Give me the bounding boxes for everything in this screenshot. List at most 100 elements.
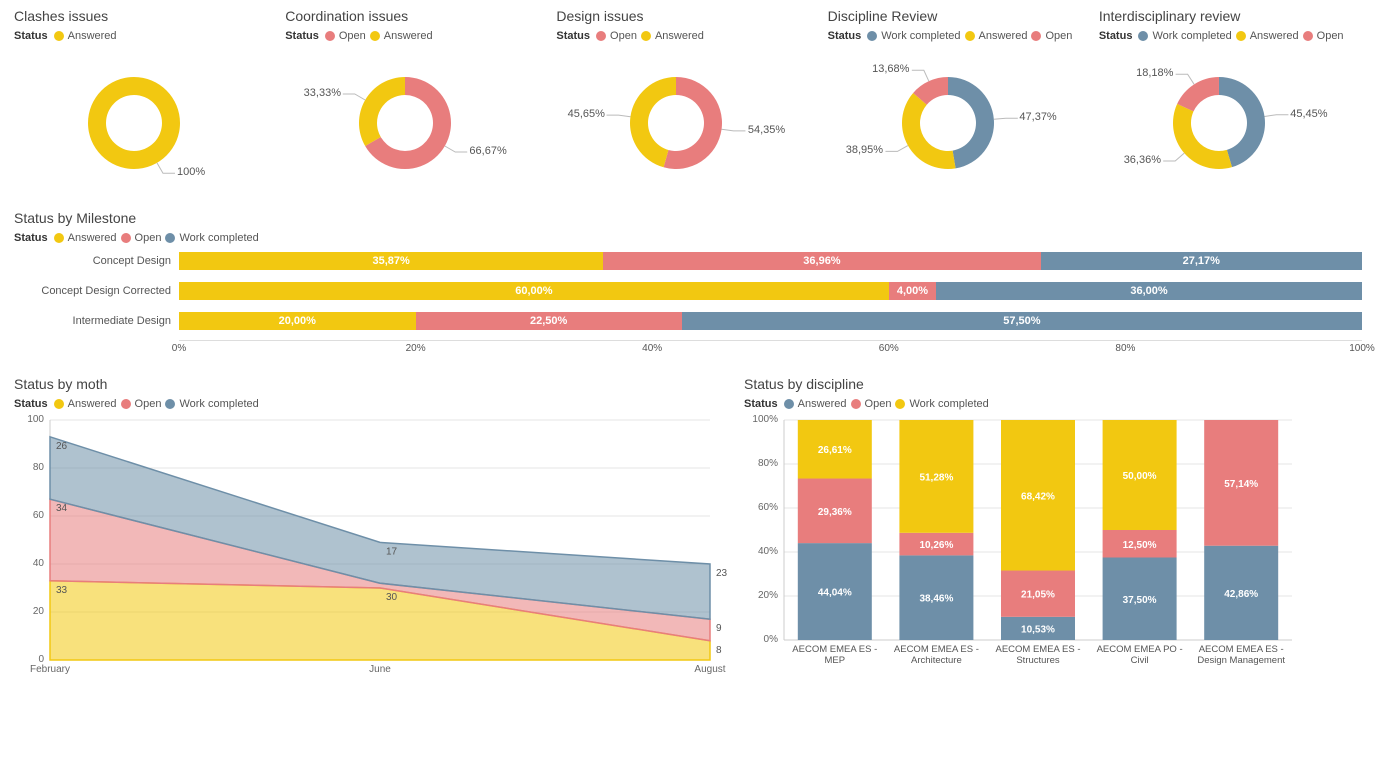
column-category: AECOM EMEA PO - Civil [1095,644,1185,667]
legend-label: Answered [798,398,847,410]
milestone-segment: 57,50% [682,312,1362,330]
donut-title: Clashes issues [14,8,277,24]
legend-swatch [121,399,131,409]
column-category: AECOM EMEA ES - Design Management [1196,644,1286,667]
x-tick: August [694,664,725,675]
y-tick: 80 [14,462,44,473]
y-tick: 40% [744,546,778,557]
milestone-bar: 60,00%4,00%36,00% [179,282,1362,300]
svg-text:9: 9 [716,623,722,634]
legend-swatch [165,399,175,409]
bottom-row: Status by moth StatusAnsweredOpenWork co… [14,376,1362,686]
legend-swatch [1236,31,1246,41]
donut-legend: StatusWork completedAnsweredOpen [1099,30,1362,42]
legend-label: Open [135,398,162,410]
donut-chart: Discipline ReviewStatusWork completedAns… [828,8,1091,198]
donut-svg-wrap: 54,35% 45,65% [556,48,796,198]
y-tick: 100 [14,414,44,425]
milestone-segment: 22,50% [416,312,682,330]
legend-label: Answered [384,30,433,42]
donut-chart: Coordination issuesStatusOpenAnswered66,… [285,8,548,198]
donut-row: Clashes issues StatusAnswered 100% Coordina… [14,8,1362,198]
legend-label: Work completed [881,30,960,42]
milestone-row: Concept Design35,87%36,96%27,17% [14,250,1362,272]
area-title: Status by moth [14,376,720,392]
legend-label: Open [1317,30,1344,42]
svg-text:8: 8 [716,645,722,656]
discipline-legend: StatusAnsweredOpenWork completed [744,398,1362,410]
svg-text:38,46%: 38,46% [919,594,953,605]
svg-text:26,61%: 26,61% [818,445,852,456]
donut-chart: Design issues StatusOpenAnswered 54,35% 45,… [556,8,819,198]
milestone-row: Concept Design Corrected60,00%4,00%36,00… [14,280,1362,302]
svg-text:12,50%: 12,50% [1123,540,1157,551]
legend-label: Answered [68,398,117,410]
legend-label: Open [1045,30,1072,42]
legend-label: Answered [68,232,117,244]
svg-text:37,50%: 37,50% [1123,595,1157,606]
legend-label: Answered [655,30,704,42]
donut-title: Design issues [556,8,819,24]
x-tick: 20% [406,343,426,354]
milestone-bars: Concept Design35,87%36,96%27,17%Concept … [14,250,1362,332]
donut-pct-label: 54,35% [748,124,785,136]
donut-title: Interdisciplinary review [1099,8,1362,24]
donut-pct-label: 38,95% [846,144,883,156]
donut-legend: StatusOpenAnswered [285,30,548,42]
area-chart: 020406080100FebruaryJuneAugust3330834926… [14,416,720,684]
legend-swatch [325,31,335,41]
discipline-chart: 0%20%40%60%80%100%AECOM EMEA ES - MEPAEC… [744,416,1300,686]
legend-swatch [867,31,877,41]
legend-label: Work completed [179,398,258,410]
legend-swatch [851,399,861,409]
y-tick: 20% [744,590,778,601]
svg-text:33: 33 [56,585,68,596]
svg-text:42,86%: 42,86% [1224,589,1258,600]
donut-chart: Interdisciplinary reviewStatusWork compl… [1099,8,1362,198]
milestone-title: Status by Milestone [14,210,1362,226]
svg-text:44,04%: 44,04% [818,588,852,599]
legend-label: Answered [979,30,1028,42]
donut-svg-wrap: 100% [14,48,254,198]
donut-pct-label: 47,37% [1019,111,1056,123]
milestone-category: Intermediate Design [14,315,179,327]
legend-swatch [596,31,606,41]
donut-pct-label: 45,65% [568,108,605,120]
milestone-x-axis: 0%20%40%60%80%100% [179,340,1362,358]
svg-text:68,42%: 68,42% [1021,491,1055,502]
discipline-panel: Status by discipline StatusAnsweredOpenW… [744,376,1362,686]
svg-text:50,00%: 50,00% [1123,471,1157,482]
legend-swatch [121,233,131,243]
donut-title: Coordination issues [285,8,548,24]
svg-text:23: 23 [716,568,728,579]
x-tick: February [30,664,70,675]
y-tick: 20 [14,606,44,617]
donut-legend: StatusOpenAnswered [556,30,819,42]
milestone-segment: 20,00% [179,312,416,330]
y-tick: 0% [744,634,778,645]
donut-pct-label: 45,45% [1290,108,1327,120]
donut-svg-wrap: 45,45%36,36%18,18% [1099,48,1339,198]
svg-text:57,14%: 57,14% [1224,479,1258,490]
column-category: AECOM EMEA ES - MEP [790,644,880,667]
y-tick: 40 [14,558,44,569]
milestone-bar: 35,87%36,96%27,17% [179,252,1362,270]
legend-label: Open [339,30,366,42]
donut-pct-label: 66,67% [469,145,506,157]
milestone-segment: 60,00% [179,282,889,300]
milestone-category: Concept Design Corrected [14,285,179,297]
donut-legend: StatusAnswered [14,30,277,42]
legend-label: Open [135,232,162,244]
donut-pct-label: 33,33% [304,87,341,99]
x-tick: 80% [1115,343,1135,354]
legend-label: Work completed [909,398,988,410]
milestone-category: Concept Design [14,255,179,267]
donut-svg-wrap: 66,67% 33,33% [285,48,525,198]
legend-label: Answered [1250,30,1299,42]
milestone-section: Status by Milestone StatusAnsweredOpenWo… [14,210,1362,358]
column-category: AECOM EMEA ES - Architecture [891,644,981,667]
svg-text:21,05%: 21,05% [1021,590,1055,601]
y-tick: 60% [744,502,778,513]
area-legend: StatusAnsweredOpenWork completed [14,398,720,410]
x-tick: 40% [642,343,662,354]
